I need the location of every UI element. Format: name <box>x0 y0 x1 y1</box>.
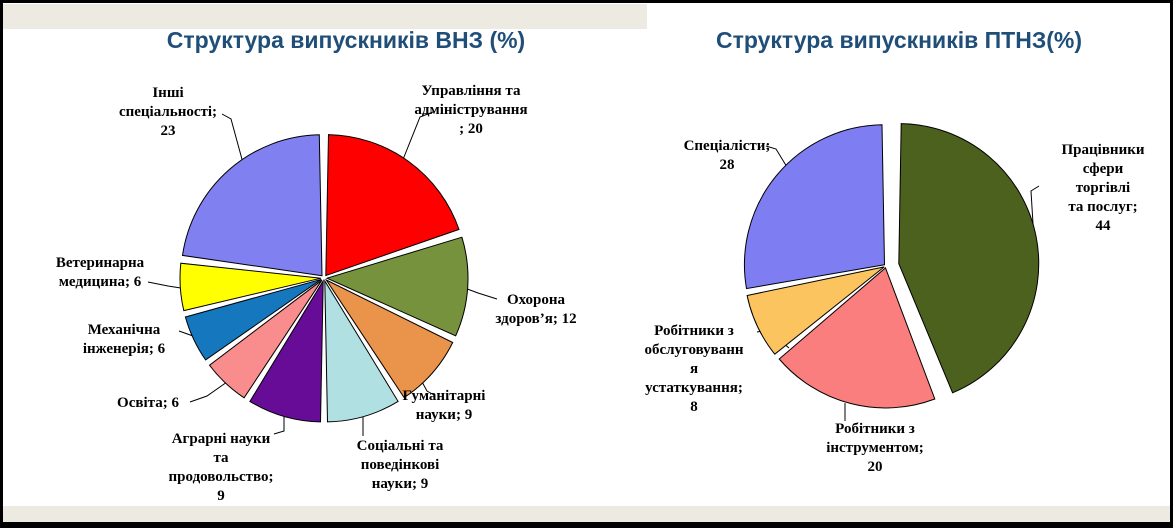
pie-label-pratsivnyky-sfery-torhivli-ta-posluh: Працівники сфери торгівлі та послуг; 44 <box>1061 142 1145 234</box>
pie-label-inshi-spetsialnosti: Інші спеціальності; 23 <box>118 85 218 139</box>
leader-line-inshi-spetsialnosti <box>221 113 244 164</box>
leader-line-ahrarni-nauky-ta-prodovolstvo <box>273 414 285 435</box>
pie-slice-veterynarna-medytsyna <box>179 262 322 312</box>
chart-title-ptnz: Структура випускників ПТНЗ(%) <box>715 27 1083 53</box>
leader-line-humanitarni-nauky <box>420 379 435 396</box>
pie-slice-osvita <box>208 279 323 399</box>
pie-label-veterynarna-medytsyna: Ветеринарна медицина; 6 <box>55 255 145 290</box>
pie-label-spetsialisty: Спеціалісти; 28 <box>683 138 771 173</box>
pie-ptnz <box>744 123 1040 421</box>
leader-line-upravlinnya-ta-administruvannya <box>401 111 434 163</box>
pie-slice-spetsialisty <box>744 124 886 290</box>
chart-title-vnz: Структура випускників ВНЗ (%) <box>166 27 526 53</box>
pie-slice-humanitarni-nauky <box>324 278 454 399</box>
pie-slice-pratsivnyky-sfery-torhivli-ta-posluh <box>898 123 1040 394</box>
pie-slice-sotsialni-ta-povedinkovi-nauky <box>324 279 399 423</box>
pie-slice-okhorona-zdorovya <box>325 236 469 337</box>
pie-slice-ahrarni-nauky-ta-prodovolstvo <box>249 279 324 423</box>
pie-label-osvita: Освіта; 6 <box>117 395 179 411</box>
pie-slice-upravlinnya-ta-administruvannya <box>325 134 460 277</box>
pie-label-robitnyky-z-instrumentom: Робітники з інструментом; 20 <box>826 421 924 475</box>
pie-slice-robitnyky-z-instrumentom <box>778 267 936 409</box>
pie-vnz <box>147 111 498 436</box>
pie-slice-inshi-spetsialnosti <box>181 134 323 277</box>
pie-slice-robitnyky-z-obsluhovuvannya-ustatkuvannya <box>746 266 885 355</box>
pie-label-sotsialni-ta-povedinkovi-nauky: Соціальні та поведінкові науки; 9 <box>356 438 444 492</box>
pie-label-okhorona-zdorovya: Охорона здоров’я; 12 <box>495 292 577 327</box>
leader-line-spetsialisty <box>765 145 788 168</box>
pie-label-humanitarni-nauky: Гуманітарні науки; 9 <box>402 388 486 423</box>
top-beige-band <box>2 4 647 29</box>
pie-slice-mekhanichna-inzheneriya <box>184 278 322 361</box>
bottom-beige-band <box>2 506 1170 522</box>
pie-label-upravlinnya-ta-administruvannya: Управління та адміністрування ; 20 <box>414 83 528 137</box>
pie-label-mekhanichna-inzheneriya: Механічна інженерія; 6 <box>82 322 166 357</box>
pie-label-ahrarni-nauky-ta-prodovolstvo: Аграрні науки та продовольство; 9 <box>168 431 274 504</box>
leader-line-osvita <box>189 381 228 403</box>
pie-label-robitnyky-z-obsluhovuvannya-ustatkuvannya: Робітники з обслуговуванн я устаткування… <box>644 323 744 415</box>
